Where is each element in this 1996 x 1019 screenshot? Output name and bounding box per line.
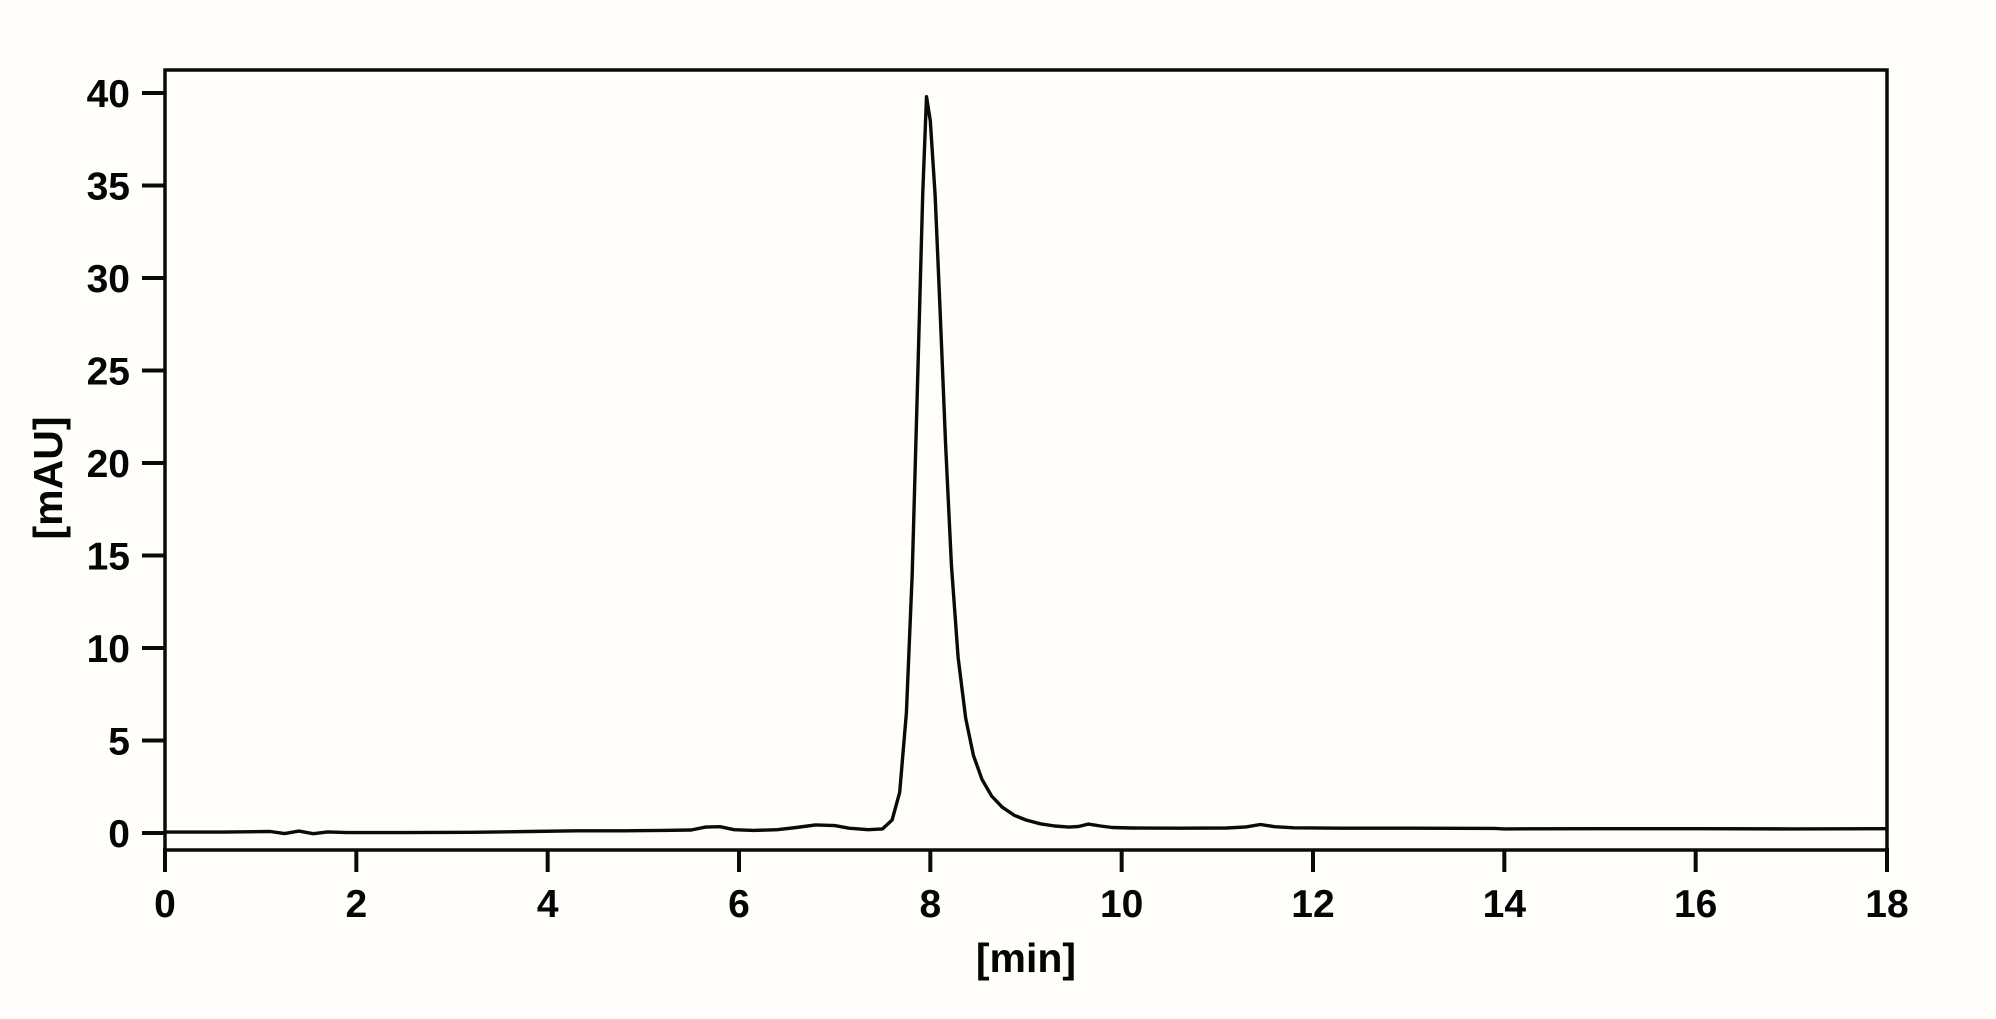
x-tick-label-8: 8 [919, 883, 941, 926]
y-tick-label-20: 20 [87, 443, 130, 486]
x-axis-title: [min] [976, 935, 1076, 981]
y-tick-label-25: 25 [87, 351, 130, 394]
y-tick-label-40: 40 [87, 73, 130, 116]
y-tick-label-30: 30 [87, 258, 130, 301]
x-tick-label-12: 12 [1291, 883, 1334, 926]
y-tick-label-10: 10 [87, 628, 130, 671]
x-tick-label-16: 16 [1674, 883, 1717, 926]
plot-border [163, 68, 1889, 852]
x-tick-label-6: 6 [728, 883, 750, 926]
axes-layer: 0 2 4 6 8 10 12 14 16 18 0 5 10 15 20 25 30 35 40 [87, 68, 1909, 926]
x-tick-label-10: 10 [1100, 883, 1143, 926]
y-axis-title: [mAU] [25, 417, 71, 540]
x-tick-label-4: 4 [537, 883, 559, 926]
chromatogram-trace-detector-signal [163, 95, 1889, 836]
y-tick-label-35: 35 [87, 166, 130, 209]
y-tick-label-0: 0 [108, 813, 130, 856]
x-tick-label-2: 2 [345, 883, 367, 926]
x-tick-label-0: 0 [154, 883, 176, 926]
y-tick-label-15: 15 [87, 536, 130, 579]
trace-layer [163, 95, 1889, 836]
x-tick-label-18: 18 [1865, 883, 1908, 926]
y-tick-label-5: 5 [108, 721, 130, 764]
x-tick-label-14: 14 [1483, 883, 1527, 926]
